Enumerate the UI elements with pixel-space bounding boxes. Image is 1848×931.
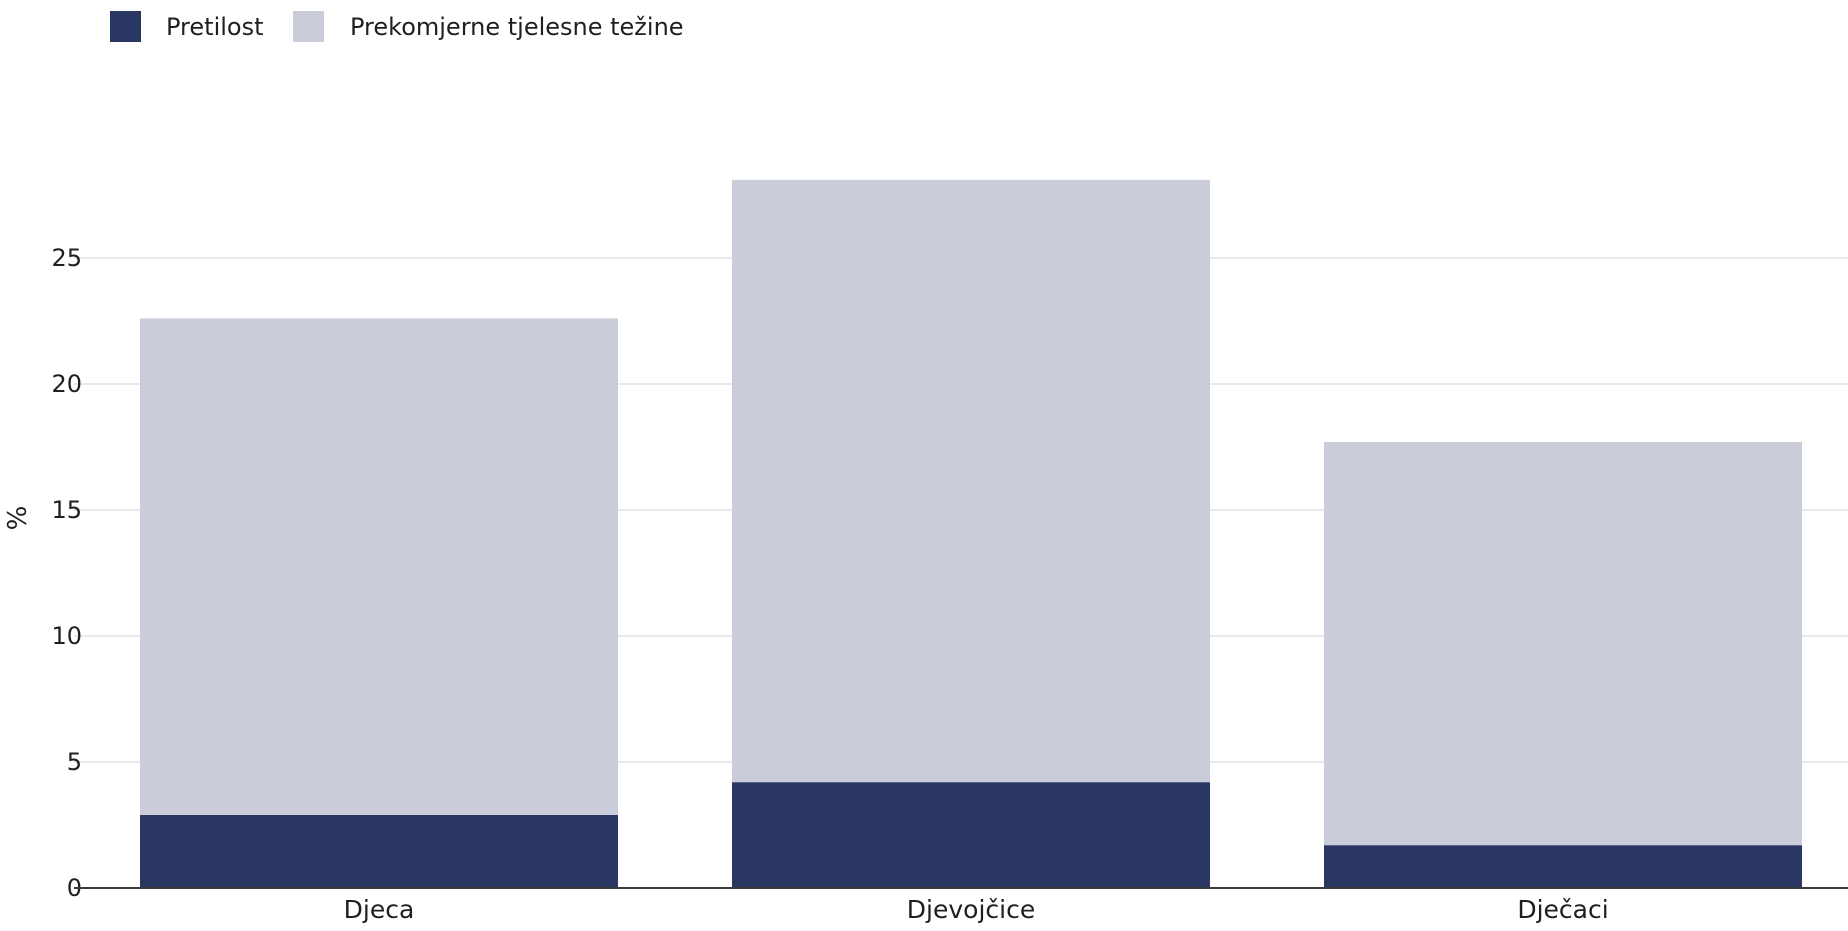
y-tick-label: 5: [67, 748, 82, 776]
legend-label: Prekomjerne tjelesne težine: [350, 13, 684, 41]
bar-prekomjerne-2: [1324, 441, 1802, 846]
legend-swatch: [293, 11, 324, 42]
y-tick-label: 10: [51, 622, 82, 650]
y-tick-label: 15: [51, 496, 82, 524]
x-tick-label: Dječaci: [1517, 895, 1608, 924]
x-tick-label: Djeca: [344, 895, 415, 924]
bar-pretilost-1: [732, 782, 1210, 888]
y-tick-label: 25: [51, 244, 82, 272]
legend: Pretilost Prekomjerne tjelesne težine: [110, 11, 684, 42]
legend-label: Pretilost: [166, 13, 264, 41]
legend-swatch: [110, 11, 141, 42]
bars: [140, 179, 1802, 888]
y-tick-label: 20: [51, 370, 82, 398]
bar-pretilost-0: [140, 814, 618, 888]
x-axis-labels: Djeca Djevojčice Dječaci: [344, 895, 1609, 924]
x-tick-label: Djevojčice: [907, 895, 1035, 924]
bar-prekomjerne-0: [140, 318, 618, 815]
bar-pretilost-2: [1324, 845, 1802, 888]
y-axis-label: %: [3, 506, 33, 531]
bar-prekomjerne-1: [732, 179, 1210, 783]
